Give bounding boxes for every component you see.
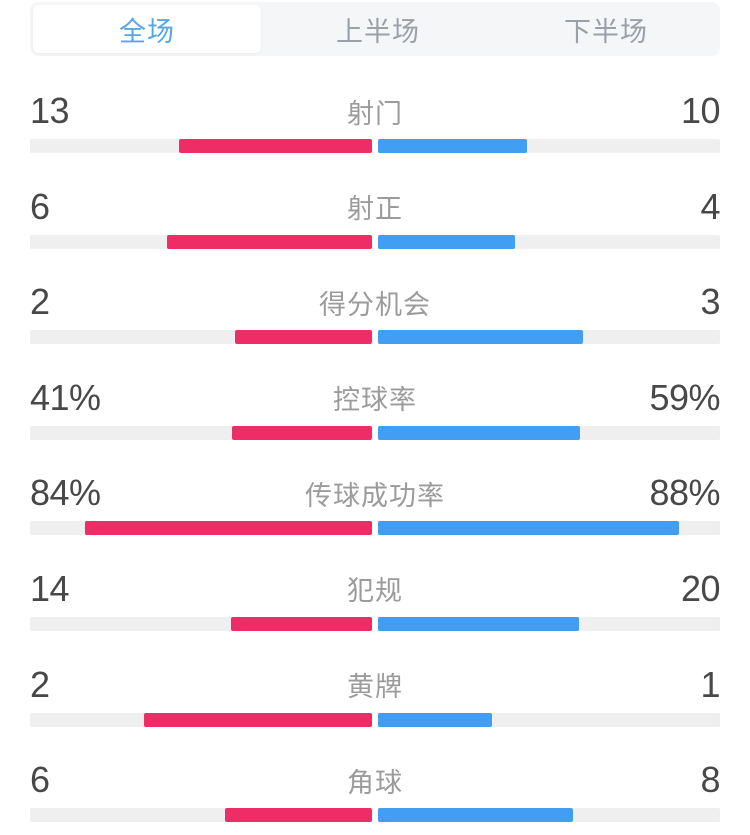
stat-right-value: 3 [700, 281, 720, 323]
stat-label: 得分机会 [319, 289, 431, 320]
stat-head: 6 角球 8 [30, 759, 721, 801]
stats-list: 13 射门 10 6 射正 4 2 [0, 64, 750, 829]
right-bar-track [378, 808, 720, 823]
stat-label: 犯规 [347, 576, 403, 607]
right-bar-fill [378, 808, 573, 823]
stat-right-value: 10 [680, 90, 721, 131]
stat-row: 2 黄牌 1 [0, 638, 750, 734]
stat-right-value: 59% [649, 376, 720, 418]
stat-row: 14 犯规 20 [0, 542, 750, 638]
stat-row: 6 角球 8 [0, 733, 750, 829]
left-bar-track [30, 616, 372, 631]
left-bar-fill [85, 521, 372, 536]
left-bar-track [30, 425, 372, 440]
stat-bars [30, 330, 720, 345]
right-bar-fill [378, 330, 583, 345]
left-bar-track [30, 234, 372, 249]
stat-left-value: 6 [30, 759, 50, 801]
tab-full-match[interactable]: 全场 [33, 5, 261, 53]
left-bar-fill [235, 330, 372, 345]
right-bar-track [378, 139, 720, 153]
stat-bars [30, 616, 720, 631]
right-bar-track [378, 425, 720, 440]
stat-row: 6 射正 4 [0, 160, 750, 256]
stat-bars [30, 808, 720, 823]
stat-bars [30, 712, 720, 727]
stat-left-value: 2 [30, 281, 50, 323]
left-bar-fill [232, 425, 372, 440]
right-bar-track [378, 330, 720, 345]
stat-head: 6 射正 4 [30, 185, 721, 227]
left-bar-fill [179, 139, 372, 153]
left-bar-track [30, 808, 372, 823]
stat-head: 2 得分机会 3 [30, 281, 721, 323]
left-bar-track [30, 330, 372, 345]
stat-left-value: 6 [30, 185, 50, 227]
stat-label: 射正 [347, 194, 403, 225]
right-bar-fill [378, 425, 580, 440]
stat-row: 2 得分机会 3 [0, 255, 750, 351]
right-bar-track [378, 521, 720, 536]
right-bar-fill [378, 712, 492, 727]
tab-first-half[interactable]: 上半场 [336, 16, 420, 47]
stat-left-value: 13 [30, 90, 70, 131]
left-bar-track [30, 712, 372, 727]
right-bar-fill [378, 616, 579, 631]
stat-right-value: 20 [680, 567, 721, 609]
stat-left-value: 2 [30, 663, 50, 705]
stat-head: 41% 控球率 59% [30, 376, 721, 418]
stat-head: 14 犯规 20 [30, 567, 721, 609]
right-bar-fill [378, 521, 679, 536]
left-bar-track [30, 139, 372, 153]
left-bar-fill [144, 712, 372, 727]
tab-second-half[interactable]: 下半场 [564, 16, 648, 47]
stat-head: 84% 传球成功率 88% [30, 472, 721, 514]
right-bar-fill [378, 234, 515, 249]
stat-label: 传球成功率 [305, 480, 445, 511]
stat-right-value: 8 [700, 759, 720, 801]
stat-right-value: 4 [700, 185, 720, 227]
right-bar-track [378, 712, 720, 727]
stat-head: 13 射门 10 [30, 90, 721, 131]
stat-bars [30, 521, 720, 536]
stat-right-value: 88% [649, 472, 720, 514]
left-bar-track [30, 521, 372, 536]
stat-label: 黄牌 [347, 672, 403, 703]
right-bar-track [378, 616, 720, 631]
stat-label: 射门 [347, 98, 403, 129]
stat-left-value: 14 [30, 567, 70, 609]
stat-left-value: 84% [30, 472, 101, 514]
stat-head: 2 黄牌 1 [30, 663, 721, 705]
stat-bars [30, 234, 720, 249]
stat-row: 84% 传球成功率 88% [0, 446, 750, 542]
stat-label: 角球 [347, 767, 403, 798]
stat-right-value: 1 [700, 663, 720, 705]
stat-left-value: 41% [30, 376, 101, 418]
stat-row: 13 射门 10 [0, 64, 750, 160]
stat-row: 41% 控球率 59% [0, 351, 750, 447]
period-tabbar: 全场 上半场 下半场 [30, 2, 720, 56]
left-bar-fill [231, 616, 372, 631]
right-bar-track [378, 234, 720, 249]
left-bar-fill [167, 234, 372, 249]
right-bar-fill [378, 139, 527, 153]
stat-label: 控球率 [333, 385, 417, 416]
stat-bars [30, 425, 720, 440]
stat-bars [30, 139, 720, 153]
left-bar-fill [225, 808, 372, 823]
